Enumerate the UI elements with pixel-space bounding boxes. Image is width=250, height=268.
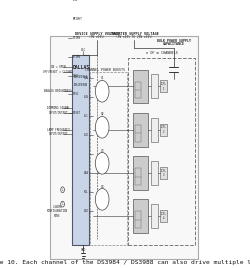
FancyBboxPatch shape — [160, 124, 167, 136]
Text: CONFIGURATION: CONFIGURATION — [47, 209, 68, 213]
Text: CCFL
2: CCFL 2 — [160, 125, 166, 134]
Text: CCFL
1: CCFL 1 — [160, 82, 166, 91]
Text: Q1: Q1 — [100, 76, 104, 80]
FancyBboxPatch shape — [132, 113, 148, 147]
Text: (9V ±10%): (9V ±10%) — [89, 35, 105, 39]
Text: ILC: ILC — [84, 114, 88, 118]
Text: SDA: SDA — [84, 171, 88, 175]
FancyBboxPatch shape — [132, 70, 148, 103]
Circle shape — [95, 152, 109, 174]
Text: VIO: VIO — [84, 209, 88, 213]
Text: PINS: PINS — [54, 214, 60, 218]
Text: n OF m CHANNELS: n OF m CHANNELS — [146, 51, 178, 55]
Text: CCFL
4: CCFL 4 — [160, 212, 166, 221]
Text: LDSC: LDSC — [73, 73, 80, 77]
Text: ILA: ILA — [84, 76, 88, 80]
Text: DS3988: DS3988 — [74, 83, 88, 87]
Text: RESET: RESET — [73, 111, 81, 116]
Text: LAMP FREQUENCY: LAMP FREQUENCY — [47, 128, 70, 132]
Text: Figure 10. Each channel of the DS3984 / DS3988 can also drive multiple lamps.: Figure 10. Each channel of the DS3984 / … — [0, 260, 250, 265]
Text: ILD: ILD — [84, 133, 88, 137]
Text: CHANNEL POWER BOOSTS: CHANNEL POWER BOOSTS — [85, 68, 125, 72]
FancyBboxPatch shape — [151, 118, 158, 142]
Text: DS3984: DS3984 — [74, 75, 88, 79]
FancyBboxPatch shape — [160, 210, 167, 222]
Text: DEVICE SUPPLY VOLTAGE: DEVICE SUPPLY VOLTAGE — [74, 32, 119, 36]
Text: VCC: VCC — [80, 49, 86, 53]
Circle shape — [61, 201, 64, 207]
FancyBboxPatch shape — [72, 55, 89, 245]
Bar — [128, 58, 195, 245]
Text: INPUT/OUTPUT: INPUT/OUTPUT — [48, 132, 68, 136]
Text: BULK POWER SUPPLY: BULK POWER SUPPLY — [157, 39, 191, 43]
FancyBboxPatch shape — [151, 204, 158, 228]
Text: Q2: Q2 — [100, 112, 104, 116]
FancyBboxPatch shape — [160, 167, 167, 179]
Text: Q4: Q4 — [100, 184, 104, 188]
Text: DIMMING SIGNAL: DIMMING SIGNAL — [47, 106, 70, 110]
Text: DMN: DMN — [73, 0, 78, 2]
Text: Q3: Q3 — [100, 148, 104, 152]
Text: (9V ±10% TO 28V ±10%): (9V ±10% TO 28V ±10%) — [116, 35, 152, 39]
Text: 2-WIRE: 2-WIRE — [52, 204, 62, 209]
Text: SCL: SCL — [84, 190, 88, 194]
FancyBboxPatch shape — [132, 156, 148, 190]
Text: CAPACITANCE: CAPACITANCE — [163, 42, 185, 46]
Text: ANALOG BRIGHTNESS: ANALOG BRIGHTNESS — [44, 89, 72, 93]
Circle shape — [95, 117, 109, 138]
Text: ILB: ILB — [84, 95, 88, 99]
Circle shape — [61, 187, 64, 193]
Text: PDIMB: PDIMB — [73, 36, 81, 40]
FancyBboxPatch shape — [151, 75, 158, 98]
Text: DALLAS: DALLAS — [72, 65, 90, 70]
FancyBboxPatch shape — [151, 161, 158, 185]
Circle shape — [95, 80, 109, 102]
Text: ON = OPEN: ON = OPEN — [51, 65, 65, 69]
FancyBboxPatch shape — [50, 36, 198, 259]
Text: INVERTER SUPPLY VOLTAGE: INVERTER SUPPLY VOLTAGE — [110, 32, 158, 36]
Text: BRIGHT: BRIGHT — [73, 17, 83, 21]
Text: INPUT/OUTPUT: INPUT/OUTPUT — [48, 111, 68, 115]
Text: PDSC: PDSC — [73, 92, 80, 96]
Text: OFF/RESET = CLOSED: OFF/RESET = CLOSED — [44, 70, 73, 74]
Text: GND: GND — [80, 248, 86, 252]
Text: L: L — [62, 188, 64, 192]
Text: LFIMB: LFIMB — [73, 55, 81, 58]
Bar — [90, 72, 127, 245]
Text: CCFL
3: CCFL 3 — [160, 169, 166, 177]
Circle shape — [95, 189, 109, 210]
Text: L: L — [62, 202, 64, 206]
FancyBboxPatch shape — [160, 80, 167, 92]
FancyBboxPatch shape — [132, 199, 148, 233]
